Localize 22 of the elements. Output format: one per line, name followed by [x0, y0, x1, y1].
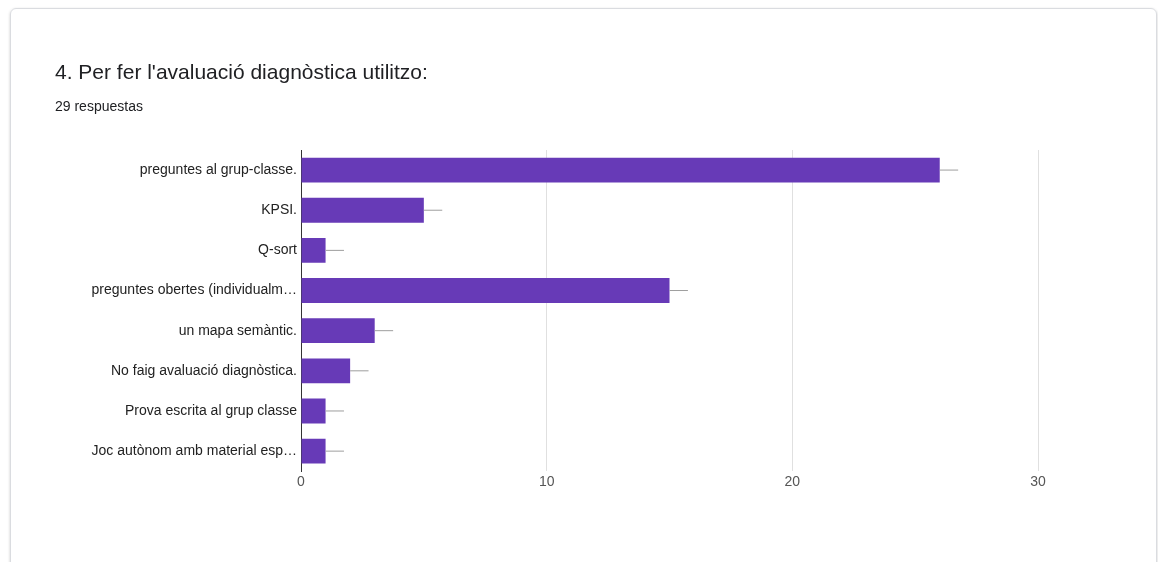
y-tick-label: preguntes obertes (individualm… [91, 281, 297, 298]
y-tick-label: Q-sort [258, 241, 298, 258]
bar [301, 438, 326, 464]
y-tick-label: un mapa semàntic. [178, 321, 297, 338]
bar [301, 157, 940, 183]
bar [301, 358, 351, 384]
bar [301, 318, 375, 344]
bar [301, 398, 326, 424]
bar [301, 237, 326, 263]
chart-title: 4. Per fer l'avaluació diagnòstica utilitzo: [55, 60, 428, 84]
bar [301, 197, 424, 223]
y-tick-label: preguntes al grup-classe. [139, 160, 297, 177]
x-tick-label: 0 [297, 473, 306, 490]
text: 29 respuestas [55, 98, 143, 114]
y-tick-label: Joc autònom amb material esp… [91, 441, 297, 458]
x-tick-label: 20 [784, 473, 801, 490]
x-tick-label: 10 [538, 473, 555, 490]
y-tick-label: Prova escrita al grup classe [125, 401, 298, 418]
y-tick-label: No faig avaluació diagnòstica. [110, 361, 297, 378]
x-tick-label: 30 [1030, 473, 1046, 490]
bar [301, 278, 670, 303]
y-tick-label: KPSI. [261, 201, 297, 218]
